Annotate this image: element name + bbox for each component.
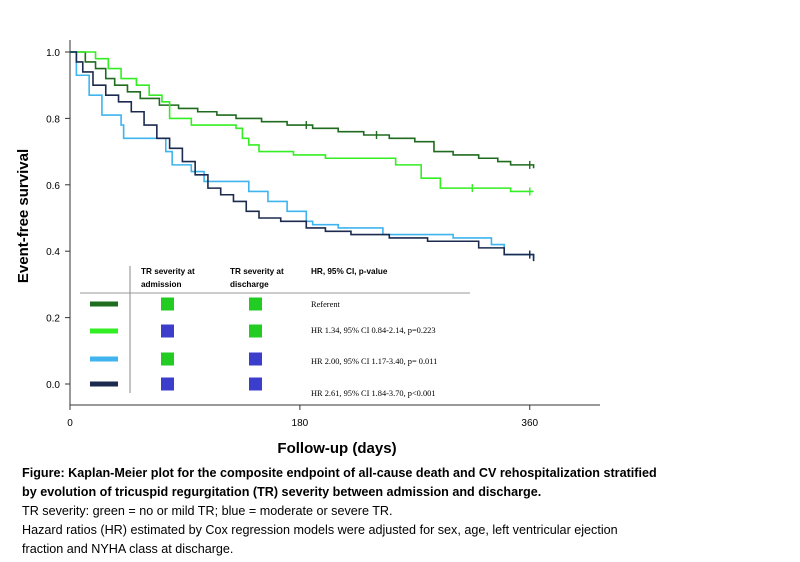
y-tick-label: 0.4 [46, 247, 60, 258]
legend-hr-text: HR 1.34, 95% CI 0.84-2.14, p=0.223 [311, 326, 436, 335]
survival-curve-3 [70, 51, 535, 258]
legend-discharge-square [249, 297, 262, 311]
legend-admission-square [161, 324, 174, 338]
caption-title-line2: by evolution of tricuspid regurgitation … [22, 485, 542, 499]
y-tick-label: 0.2 [46, 314, 60, 325]
legend-hr-text: HR 2.00, 95% CI 1.17-3.40, p= 0.011 [311, 357, 437, 366]
legend-header: HR, 95% CI, p-value [311, 267, 388, 276]
x-tick-label: 0 [67, 418, 73, 429]
y-tick-label: 1.0 [46, 48, 60, 59]
y-tick-label: 0.8 [46, 114, 60, 125]
legend-admission-square [161, 352, 174, 366]
axes: 0.0 0.2 0.4 0.6 0.8 1.0 0 180 360 Follow-up (days… [15, 40, 600, 457]
x-tick-label: 360 [521, 418, 538, 429]
legend-header: TR severity at admission [141, 267, 195, 289]
caption-line5: fraction and NYHA class at discharge. [22, 542, 234, 556]
legend-header: TR severity at discharge [230, 267, 284, 289]
y-tick-label: 0.6 [46, 181, 60, 192]
legend-hr-text: HR 2.61, 95% CI 1.84-3.70, p<0.001 [311, 389, 436, 398]
x-axis-title: Follow-up (days) [277, 440, 396, 457]
legend-line-swatch [90, 301, 118, 307]
legend-line-swatch [90, 328, 118, 334]
legend-admission-square [161, 297, 174, 311]
legend-line-swatch [90, 381, 118, 387]
caption-line3: TR severity: green = no or mild TR; blue… [22, 504, 393, 518]
legend-discharge-square [249, 352, 262, 366]
survival-curves [70, 51, 535, 262]
legend-table: TR severity at admission TR severity at dis… [80, 266, 470, 398]
caption-title-line1: Figure: Kaplan-Meier plot for the compos… [22, 466, 657, 480]
legend-hr-text: Referent [311, 300, 341, 309]
survival-curve-2 [70, 51, 534, 193]
survival-curve-4 [70, 51, 535, 262]
y-tick-label: 0.0 [46, 380, 60, 391]
survival-curve-1 [70, 51, 535, 169]
legend-discharge-square [249, 377, 262, 391]
legend-line-swatch [90, 356, 118, 362]
km-chart: 0.0 0.2 0.4 0.6 0.8 1.0 0 180 360 Follow-up (days… [15, 40, 600, 457]
figure-caption: Figure: Kaplan-Meier plot for the compos… [22, 464, 762, 559]
y-axis-title: Event-free survival [15, 149, 32, 283]
legend-discharge-square [249, 324, 262, 338]
caption-line4: Hazard ratios (HR) estimated by Cox regr… [22, 523, 618, 537]
legend-admission-square [161, 377, 174, 391]
x-tick-label: 180 [292, 418, 309, 429]
